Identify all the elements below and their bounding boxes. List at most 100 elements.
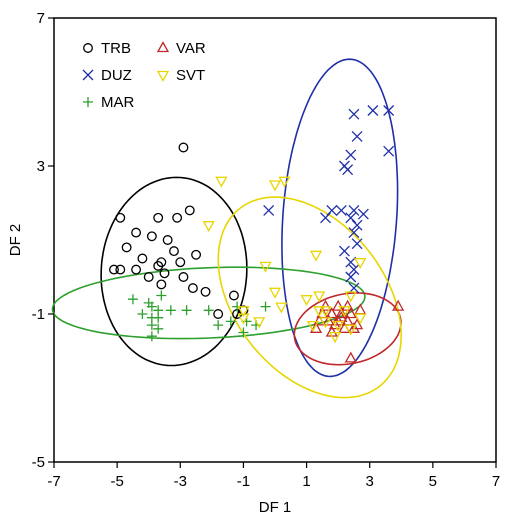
point-trb (115, 264, 126, 275)
point-duz (345, 271, 357, 283)
point-mar (153, 323, 164, 334)
point-svt (253, 317, 266, 329)
legend-label-trb: TRB (101, 40, 131, 57)
plot-frame (53, 17, 497, 463)
point-trb (137, 253, 148, 264)
point-duz (342, 164, 354, 176)
point-duz (357, 208, 369, 220)
x-tick-label: -1 (237, 473, 250, 490)
point-duz (367, 105, 379, 116)
point-svt (354, 258, 367, 270)
point-trb (213, 309, 224, 319)
x-tick-label: -5 (110, 473, 123, 490)
ellipse-svt (217, 196, 403, 399)
legend-marker-svt (156, 70, 170, 82)
point-mar (238, 327, 249, 338)
legend-marker-mar (83, 97, 93, 107)
point-trb (229, 290, 239, 301)
point-var (347, 321, 361, 333)
point-duz (383, 145, 395, 157)
point-trb (200, 286, 211, 297)
point-svt (300, 295, 313, 307)
confidence-ellipses (51, 58, 403, 399)
point-duz (320, 212, 331, 224)
point-svt (344, 324, 357, 336)
legend-marker-duz (82, 69, 94, 81)
point-svt (259, 261, 272, 273)
x-tick-label: 3 (366, 473, 374, 490)
point-duz (345, 149, 357, 161)
point-var (309, 321, 323, 333)
point-svt (268, 287, 282, 299)
point-svt (237, 313, 250, 325)
point-var (335, 307, 348, 319)
point-var (328, 318, 342, 330)
point-duz (348, 108, 360, 120)
point-mar (156, 290, 167, 301)
point-var (344, 351, 357, 363)
point-duz (326, 204, 338, 216)
legend-label-mar: MAR (101, 94, 135, 111)
point-mar (165, 305, 176, 316)
point-var (344, 307, 357, 319)
point-trb (162, 235, 173, 245)
y-tick-label: -1 (32, 306, 45, 323)
point-trb (178, 142, 189, 153)
point-trb (156, 279, 167, 290)
point-mar (153, 312, 164, 323)
point-svt (313, 291, 326, 303)
x-tick-label: 1 (302, 473, 310, 490)
point-svt (319, 306, 332, 318)
data-points (109, 105, 405, 363)
point-duz (348, 204, 360, 216)
ellipse-duz (281, 58, 399, 378)
point-mar (225, 316, 236, 327)
point-svt (344, 291, 357, 303)
point-trb (184, 205, 195, 216)
x-tick-label: 7 (492, 473, 500, 490)
point-duz (348, 264, 360, 276)
point-mar (146, 320, 157, 331)
point-duz (383, 105, 395, 116)
point-var (392, 299, 405, 311)
point-trb (172, 212, 183, 223)
point-mar (146, 301, 157, 312)
point-trb (131, 264, 142, 275)
point-trb (191, 249, 202, 260)
point-svt (332, 320, 345, 332)
ellipse-trb (100, 176, 248, 367)
point-trb (153, 260, 164, 271)
point-duz (351, 130, 363, 142)
legend-marker-trb (83, 43, 93, 53)
ellipse-mar (51, 266, 366, 340)
point-svt (338, 306, 351, 318)
point-svt (313, 306, 326, 318)
point-svt (319, 317, 332, 329)
legend-marker-var (156, 41, 170, 53)
point-trb (131, 227, 142, 238)
point-mar (213, 320, 224, 331)
point-svt (309, 250, 323, 262)
axis-ticks: -7 -5 -3 -1 1 3 5 7-5-137 (32, 10, 501, 490)
y-tick-label: -5 (32, 454, 45, 471)
point-duz (345, 256, 357, 268)
point-trb (143, 272, 154, 282)
legend-label-svt: SVT (176, 67, 205, 84)
point-mar (137, 309, 148, 319)
point-trb (175, 257, 186, 268)
point-mar (127, 294, 138, 305)
point-svt (275, 302, 288, 314)
point-trb (115, 212, 126, 223)
point-var (319, 299, 332, 311)
point-svt (202, 221, 215, 233)
point-mar (146, 331, 157, 342)
x-tick-label: -3 (174, 473, 187, 490)
point-svt (237, 306, 250, 318)
point-duz (338, 245, 350, 257)
ellipse-var (293, 292, 402, 366)
point-trb (178, 272, 189, 282)
legend-label-var: VAR (176, 40, 206, 57)
x-tick-label: 5 (429, 473, 437, 490)
point-trb (146, 231, 157, 242)
